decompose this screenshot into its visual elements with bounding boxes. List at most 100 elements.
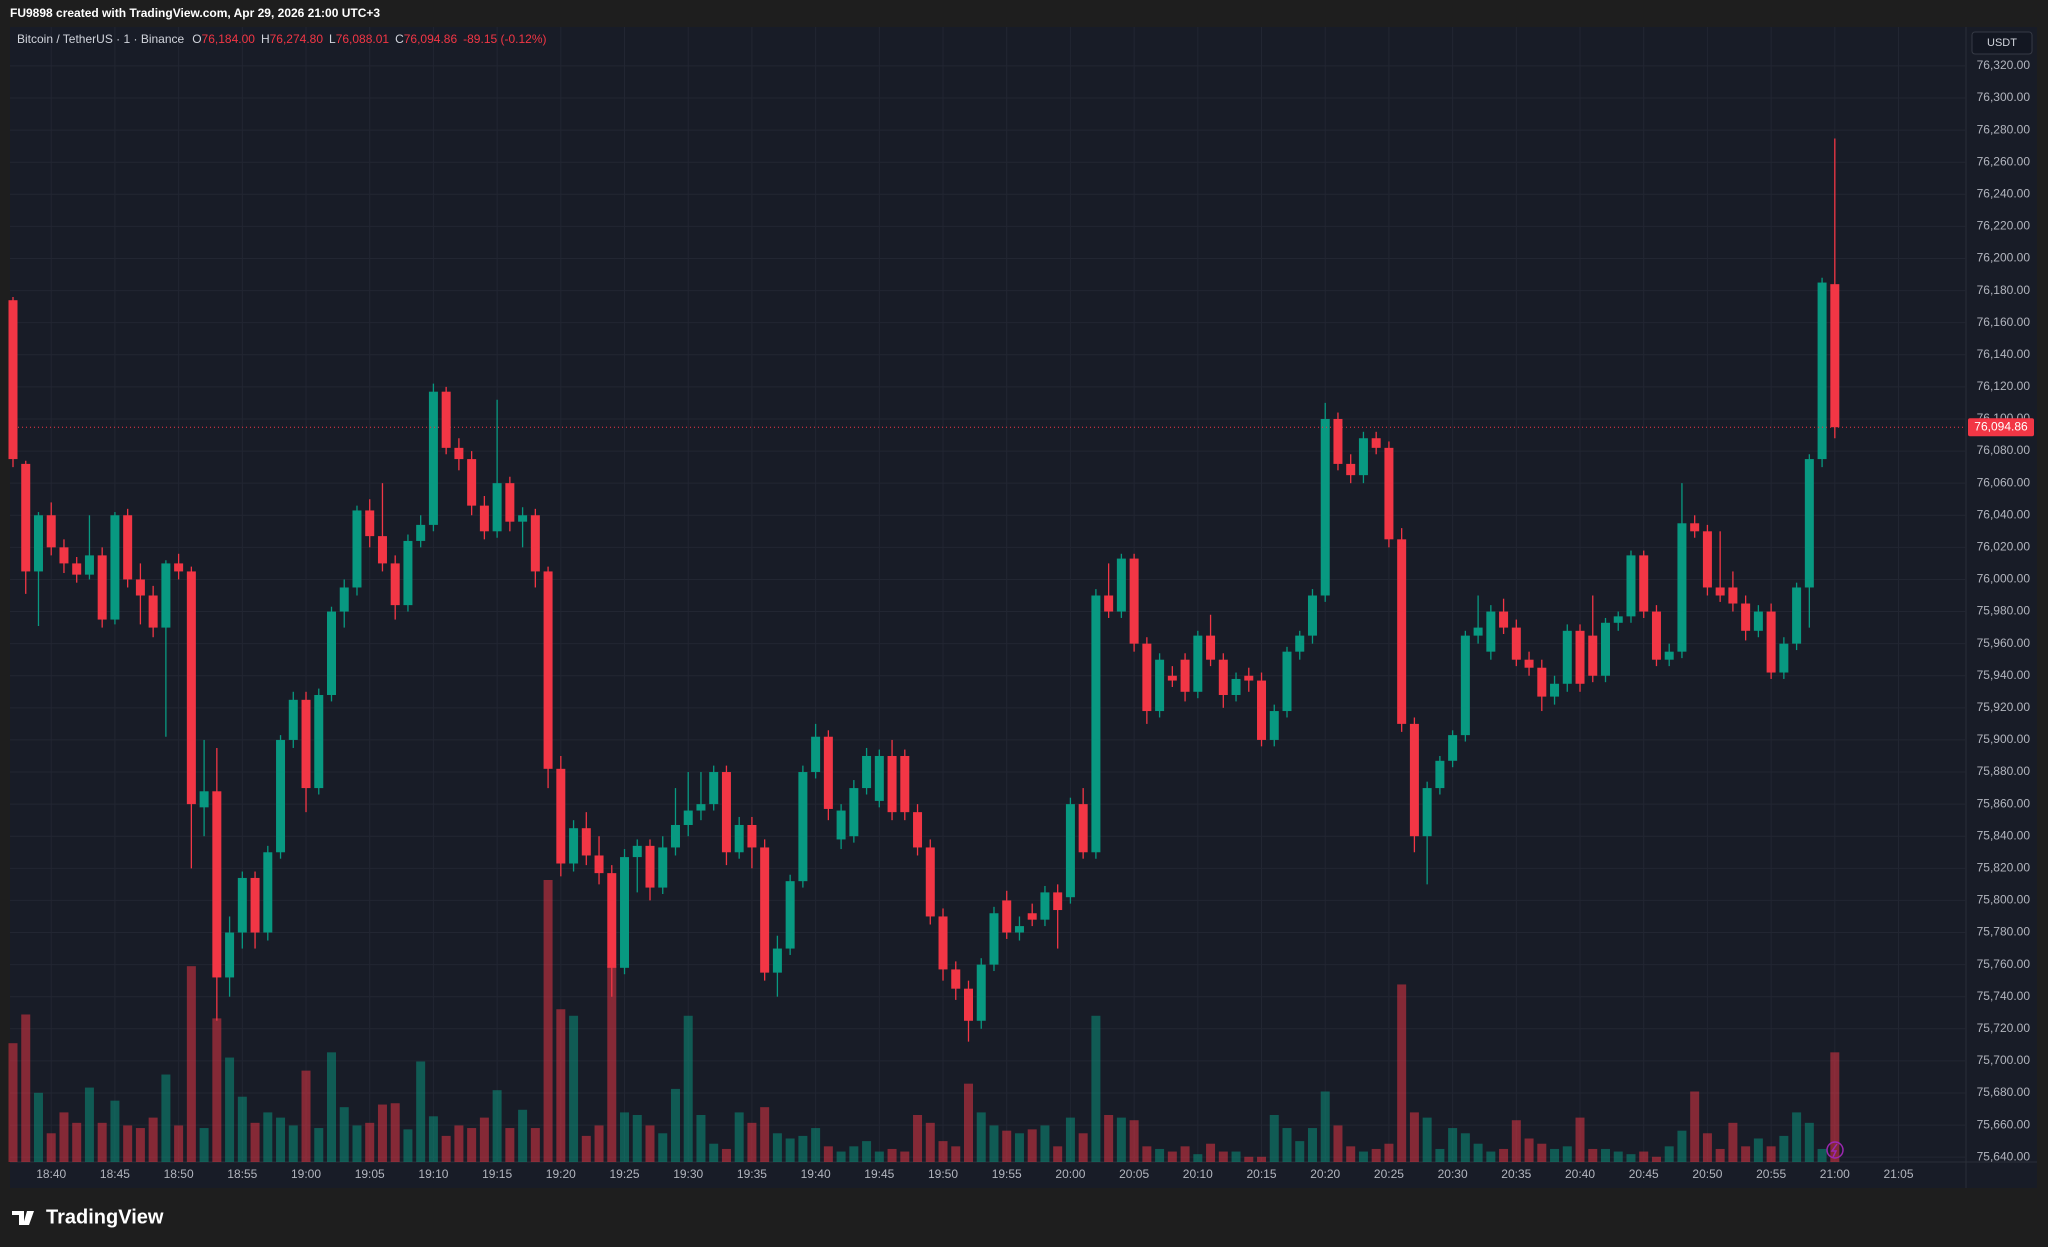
candle-body <box>1231 678 1241 695</box>
volume-bar <box>1142 1146 1152 1162</box>
x-tick-label: 19:40 <box>801 1167 831 1181</box>
volume-bar <box>1333 1125 1343 1162</box>
candle-body <box>734 824 744 853</box>
volume-bar <box>250 1122 260 1162</box>
volume-bar <box>1677 1130 1687 1162</box>
volume-bar <box>900 1151 910 1162</box>
candle-body <box>1601 622 1610 676</box>
candle-body <box>785 881 795 949</box>
y-tick-label: 76,020.00 <box>1977 540 2031 554</box>
currency[interactable]: USDT <box>1987 37 2017 49</box>
volume-bar <box>772 1133 782 1162</box>
volume-bar <box>696 1115 706 1162</box>
volume-bar <box>632 1115 642 1162</box>
y-tick-label: 76,280.00 <box>1977 122 2031 136</box>
x-tick-label: 20:40 <box>1565 1167 1595 1181</box>
candle-body <box>161 563 171 628</box>
volume-bar <box>1613 1151 1623 1162</box>
x-tick-label: 18:45 <box>100 1167 130 1181</box>
volume-bar <box>1282 1128 1292 1162</box>
volume-bar <box>72 1122 82 1162</box>
volume-bar <box>721 1148 731 1162</box>
last-price-box <box>1968 418 2034 437</box>
x-tick-label: 19:20 <box>546 1167 576 1181</box>
candle-body <box>1677 523 1687 652</box>
volume-bar <box>1346 1146 1356 1162</box>
currency-box[interactable] <box>1971 31 2033 55</box>
x-tick-label: 21:00 <box>1820 1167 1850 1181</box>
candle-body <box>1588 635 1598 676</box>
logo[interactable]: TradingView <box>12 1206 164 1228</box>
volume-bar <box>1473 1143 1483 1162</box>
candle-body <box>1384 447 1394 540</box>
volume-bar <box>135 1128 145 1162</box>
candle-body <box>454 447 464 460</box>
volume-bar <box>186 966 196 1162</box>
candle-body <box>1460 635 1470 736</box>
volume-bar <box>467 1128 477 1162</box>
candle-body <box>288 699 298 740</box>
volume-bar <box>620 1112 630 1162</box>
volume-bar <box>594 1125 604 1162</box>
candle-body <box>1180 659 1190 692</box>
candle-body <box>913 812 923 848</box>
candle-body <box>1766 611 1776 673</box>
volume-bar <box>849 1146 859 1162</box>
y-tick-label: 75,880.00 <box>1977 764 2031 778</box>
volume-bar <box>798 1135 808 1162</box>
x-tick-label: 19:30 <box>673 1167 703 1181</box>
x-tick-label: 19:50 <box>928 1167 958 1181</box>
volume-bar <box>365 1122 375 1162</box>
y-tick-label: 76,260.00 <box>1977 154 2031 168</box>
volume-bar <box>1053 1146 1063 1162</box>
candle-body <box>199 791 209 808</box>
y-tick-label: 75,900.00 <box>1977 732 2031 746</box>
candle-body <box>709 772 719 805</box>
volume-bar <box>1702 1133 1712 1162</box>
volume-bar <box>658 1133 668 1162</box>
candle-body <box>1613 616 1623 623</box>
candle-body <box>938 916 948 970</box>
volume-bar <box>1639 1151 1649 1162</box>
volume-bar <box>1014 1133 1024 1162</box>
volume-bar <box>1511 1120 1521 1162</box>
y-tick-label: 75,860.00 <box>1977 796 2031 810</box>
y-tick-label: 76,000.00 <box>1977 572 2031 586</box>
candle-body <box>479 505 489 532</box>
candle-body <box>1244 675 1254 681</box>
candle-body <box>123 515 133 580</box>
x-tick-label: 21:05 <box>1884 1167 1914 1181</box>
volume-bar <box>123 1125 133 1162</box>
candle-body <box>1282 651 1292 712</box>
candle-body <box>1779 643 1789 673</box>
volume-bar <box>1830 1052 1840 1162</box>
candle-body <box>212 791 222 978</box>
volume-bar <box>1371 1148 1381 1162</box>
alert-icon[interactable] <box>1826 1141 1844 1159</box>
volume-bar <box>1002 1130 1012 1162</box>
candle-body <box>403 540 413 606</box>
y-tick-label: 75,920.00 <box>1977 700 2031 714</box>
volume-bar <box>1499 1148 1509 1162</box>
x-tick-label: 19:15 <box>482 1167 512 1181</box>
y-tick-label: 75,800.00 <box>1977 893 2031 907</box>
candle-body <box>1537 667 1547 697</box>
x-tick-label: 19:10 <box>418 1167 448 1181</box>
candle-body <box>1422 788 1432 837</box>
volume-bar <box>339 1107 349 1162</box>
candle-body <box>1741 603 1751 631</box>
candle-body <box>683 810 693 825</box>
x-tick-label: 19:00 <box>291 1167 321 1181</box>
candle-body <box>925 847 935 917</box>
candle-body <box>543 571 553 769</box>
candle-body <box>97 555 107 620</box>
logo-dot <box>26 1211 32 1217</box>
candle-body <box>747 824 757 848</box>
volume-bar <box>709 1143 719 1162</box>
y-tick-label: 76,160.00 <box>1977 315 2031 329</box>
volume-bar <box>1040 1125 1050 1162</box>
volume-bar <box>1129 1120 1139 1162</box>
candle-body <box>1792 587 1802 644</box>
volume-bar <box>1550 1148 1560 1162</box>
